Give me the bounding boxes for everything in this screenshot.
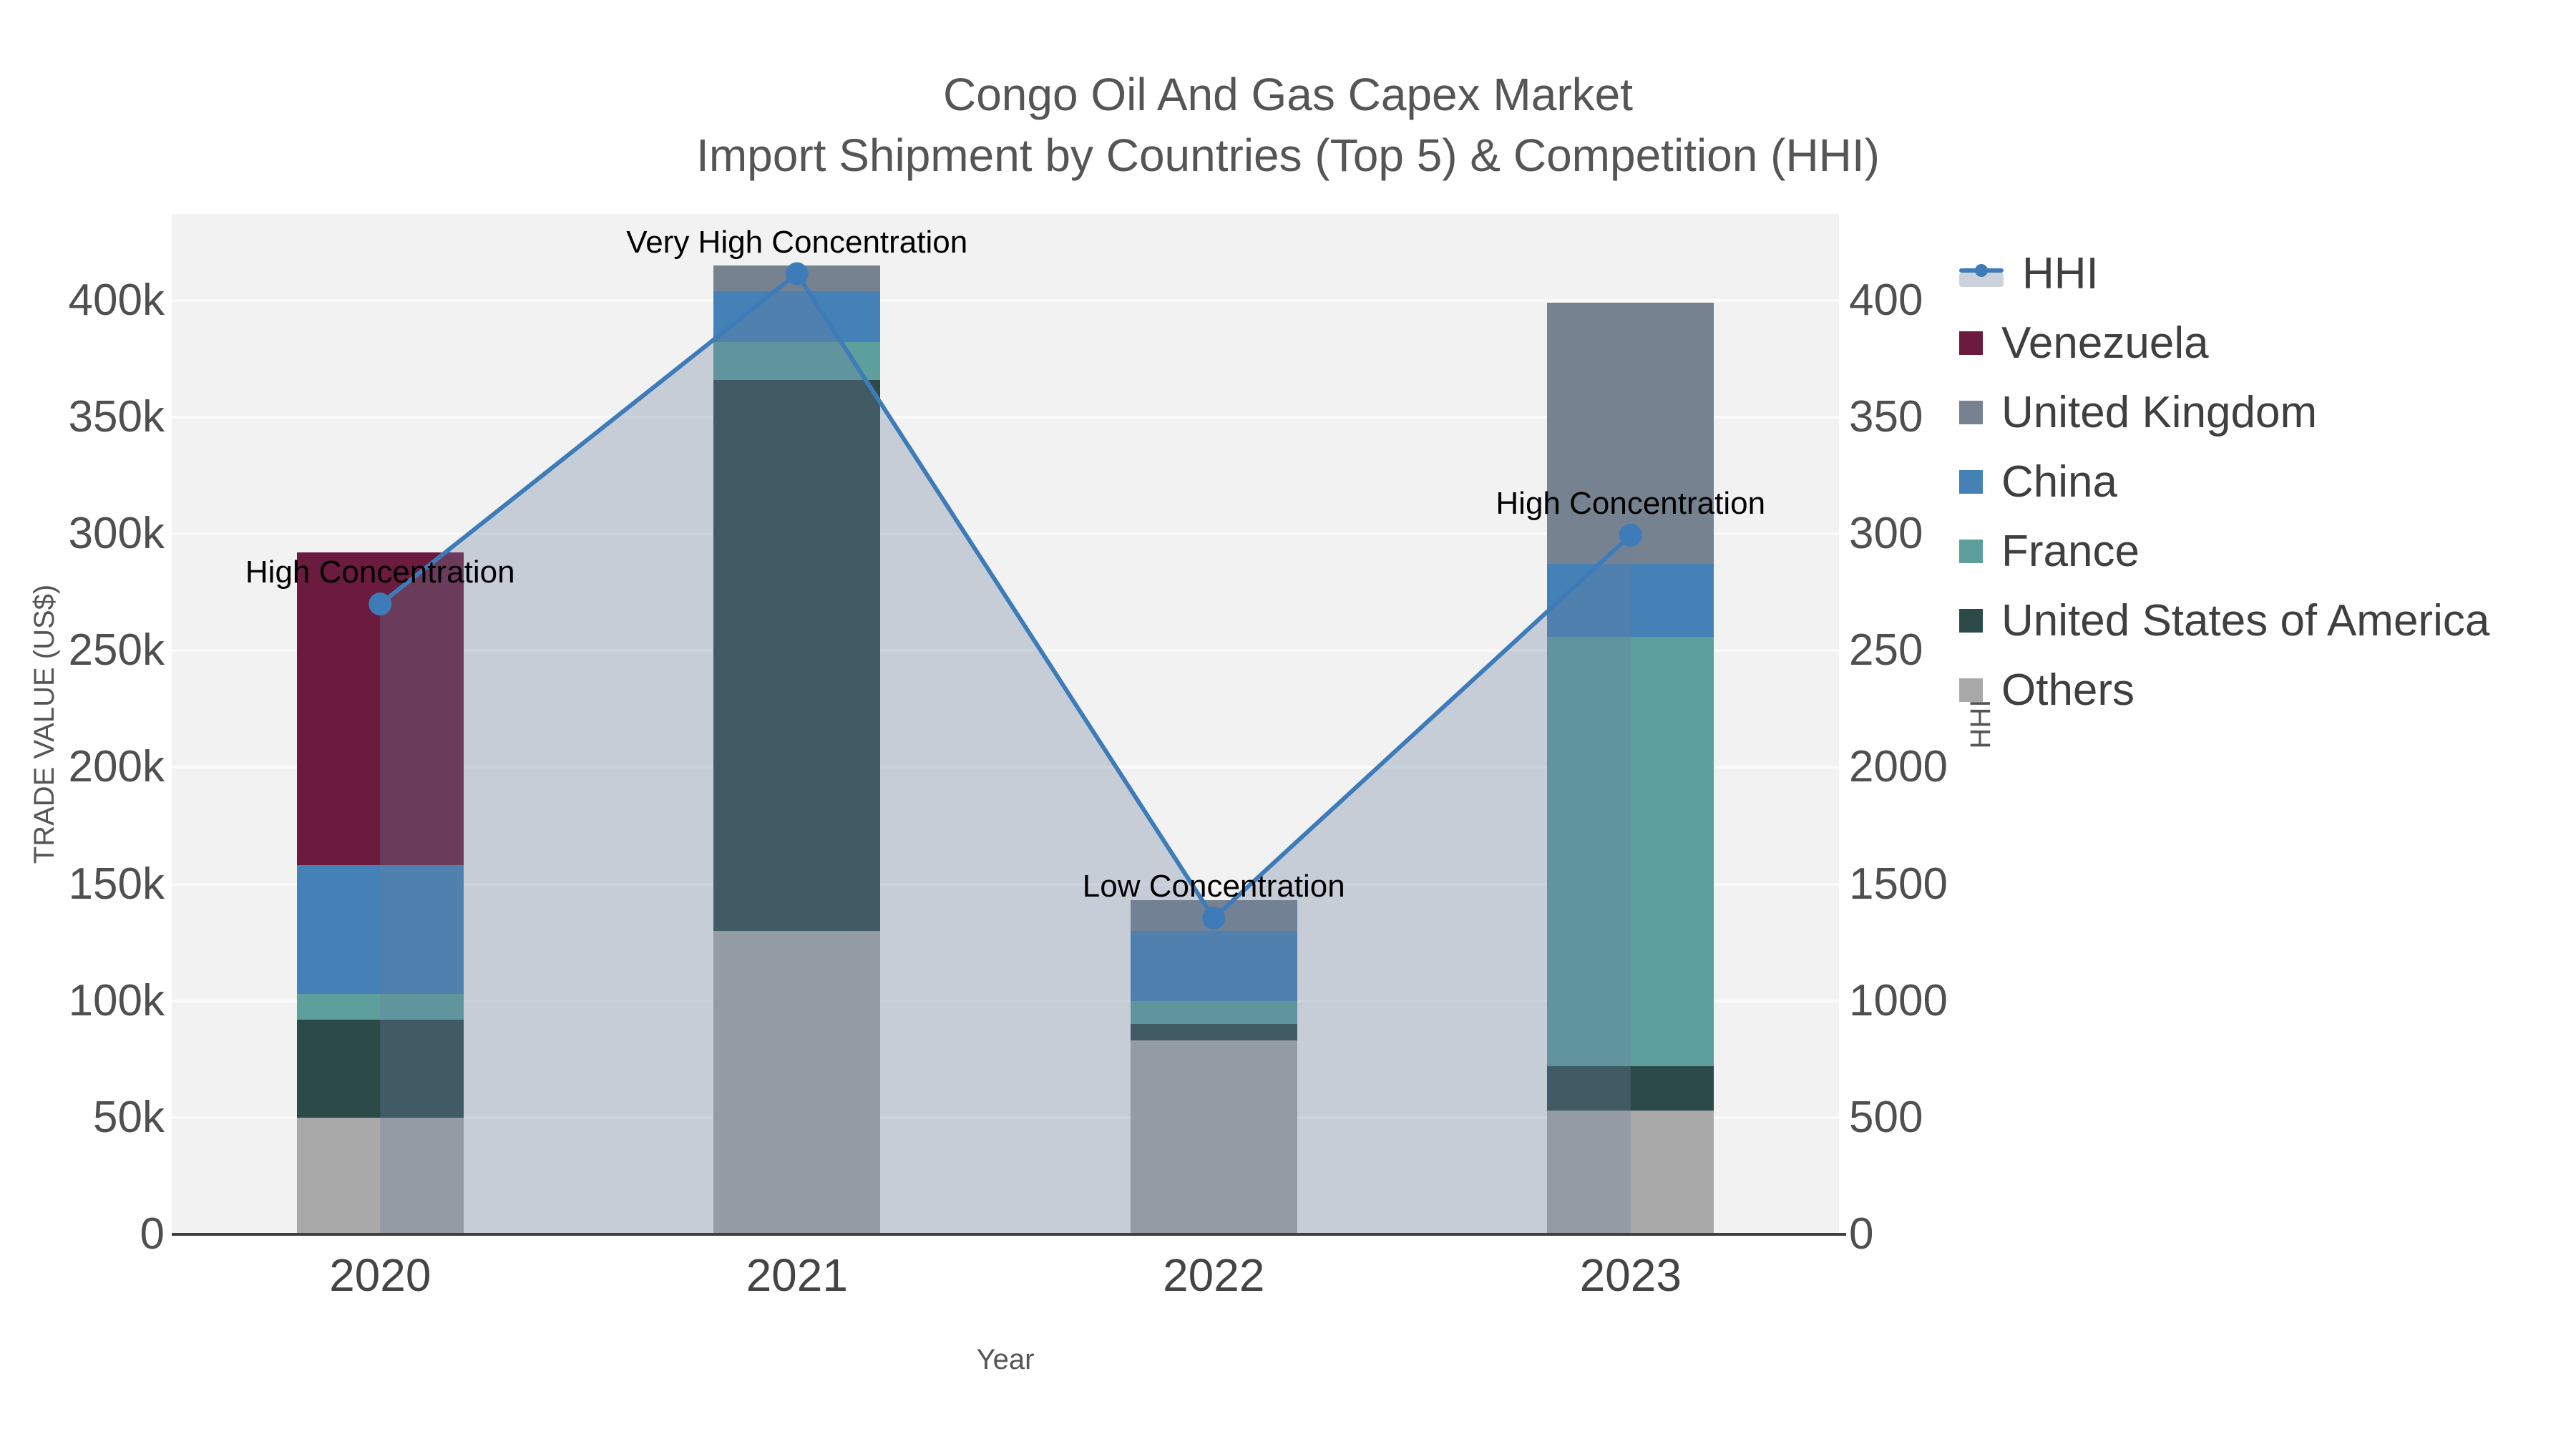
x-axis-line <box>172 1233 1846 1236</box>
x-axis-tick-label: 2023 <box>1579 1249 1682 1301</box>
hhi-marker-2022[interactable] <box>1202 906 1226 930</box>
y-axis-tick-label: 350k <box>68 391 165 441</box>
y2-axis-tick-label: 500 <box>1849 1092 1923 1142</box>
y2-axis-tick-label: 2000 <box>1849 742 1948 792</box>
legend-label: United Kingdom <box>2001 388 2318 437</box>
hhi-marker-2020[interactable] <box>369 592 392 616</box>
y2-axis-tick-label: 350 <box>1849 391 1923 441</box>
legend-label: Venezuela <box>2001 318 2209 368</box>
gridline <box>172 532 1839 536</box>
legend-item-others[interactable]: Others <box>1959 655 2489 725</box>
legend-item-united-kingdom[interactable]: United Kingdom <box>1959 378 2489 447</box>
y-axis-tick-label: 300k <box>68 509 165 559</box>
hhi-marker-2021[interactable] <box>785 262 809 286</box>
bar-segment-others-2022[interactable] <box>1130 1040 1297 1234</box>
legend-swatch <box>1959 540 1983 563</box>
y-axis-tick-label: 0 <box>140 1209 165 1259</box>
gridline <box>172 999 1839 1002</box>
x-axis-tick-label: 2020 <box>329 1249 431 1301</box>
legend-label: France <box>2001 527 2140 576</box>
legend-label: United States of America <box>2001 596 2490 645</box>
bar-segment-france-2020[interactable] <box>296 993 464 1020</box>
legend-item-china[interactable]: China <box>1959 447 2489 517</box>
y2-axis-tick-label: 1500 <box>1849 859 1948 909</box>
y-axis-tick-label: 50k <box>93 1092 165 1142</box>
bar-segment-united-states-of-america-2020[interactable] <box>296 1019 464 1118</box>
bar-segment-united-states-of-america-2022[interactable] <box>1130 1024 1297 1041</box>
legend-swatch <box>1959 401 1983 424</box>
bar-segment-others-2023[interactable] <box>1547 1111 1714 1234</box>
legend: HHI Venezuela United Kingdom China France Uni… <box>1959 239 2489 725</box>
gridline <box>172 649 1839 653</box>
annotation-2020: High Concentration <box>245 555 515 590</box>
y2-axis-tick-label: 300 <box>1849 509 1923 559</box>
gridline <box>172 766 1839 769</box>
bar-segment-france-2022[interactable] <box>1130 1000 1297 1025</box>
hhi-legend-symbol <box>1959 260 2004 288</box>
gridline-layer <box>172 214 1839 1234</box>
legend-item-france[interactable]: France <box>1959 517 2489 586</box>
gridline <box>172 1116 1839 1119</box>
bar-segment-united-states-of-america-2023[interactable] <box>1547 1066 1714 1111</box>
bar-segment-others-2020[interactable] <box>296 1117 464 1234</box>
bar-segment-china-2022[interactable] <box>1130 930 1297 1001</box>
x-axis-tick-label: 2022 <box>1163 1249 1265 1301</box>
hhi-line[interactable] <box>379 270 1632 922</box>
bar-segment-china-2020[interactable] <box>296 865 464 994</box>
bar-segment-united-states-of-america-2021[interactable] <box>713 379 881 931</box>
gridline <box>172 882 1839 886</box>
bar-segment-france-2023[interactable] <box>1547 636 1714 1067</box>
bar-layer <box>172 214 1839 1234</box>
hhi-marker-2023[interactable] <box>1619 523 1642 547</box>
gridline <box>172 415 1839 419</box>
annotation-2023: High Concentration <box>1496 485 1766 521</box>
legend-item-venezuela[interactable]: Venezuela <box>1959 308 2489 378</box>
y2-axis-tick-label: 250 <box>1849 625 1923 675</box>
y-axis-tick-label: 150k <box>68 859 165 909</box>
hhi-overlay-layer <box>172 214 1839 1234</box>
legend-item-hhi[interactable]: HHI <box>1959 239 2489 308</box>
legend-label: HHI <box>2022 249 2099 298</box>
x-axis-tick-label: 2021 <box>746 1249 848 1301</box>
legend-swatch <box>1959 609 1983 633</box>
bar-segment-china-2023[interactable] <box>1547 564 1714 637</box>
gridline <box>172 298 1839 302</box>
y2-axis-tick-label: 0 <box>1849 1209 1874 1259</box>
legend-label: China <box>2001 457 2117 507</box>
y-axis-tick-label: 200k <box>68 742 165 792</box>
chart-title-line2: Import Shipment by Countries (Top 5) & C… <box>696 130 1880 181</box>
x-axis-title: Year <box>976 1344 1035 1375</box>
y-axis-tick-label: 100k <box>68 975 165 1025</box>
annotation-2022: Low Concentration <box>1082 868 1345 904</box>
legend-item-united-states-of-america[interactable]: United States of America <box>1959 586 2489 655</box>
hhi-area-fill <box>380 273 1631 1234</box>
y2-axis-tick-label: 1000 <box>1849 975 1948 1025</box>
legend-swatch <box>1959 678 1983 702</box>
y2-axis-tick-label: 400 <box>1849 275 1923 325</box>
legend-swatch <box>1959 331 1983 355</box>
chart-title-line1: Congo Oil And Gas Capex Market <box>942 69 1634 120</box>
y-axis-tick-label: 400k <box>68 275 165 325</box>
legend-label: Others <box>2001 665 2135 715</box>
bar-segment-others-2021[interactable] <box>713 930 881 1234</box>
bar-segment-united-kingdom-2023[interactable] <box>1547 303 1714 565</box>
legend-swatch <box>1959 470 1983 494</box>
y-axis-tick-label: 250k <box>68 625 165 675</box>
annotation-2021: Very High Concentration <box>626 224 968 260</box>
